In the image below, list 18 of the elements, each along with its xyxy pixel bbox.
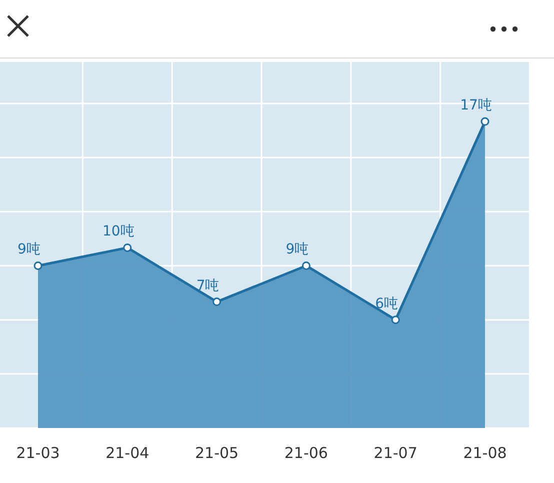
point	[212, 298, 222, 306]
x-tick-label: 21-06	[284, 444, 328, 462]
point	[34, 261, 42, 270]
x-tick-label: 21-03	[16, 444, 60, 462]
data-label: 17吨	[460, 98, 492, 114]
data-label: 7吨	[196, 278, 220, 294]
data-label: 9吨	[18, 242, 40, 258]
point	[391, 316, 400, 324]
point	[480, 117, 490, 126]
x-tick-label: 21-08	[463, 444, 507, 462]
data-label: 6吨	[375, 296, 398, 312]
point	[302, 261, 310, 270]
point	[123, 243, 132, 252]
x-tick-label: 21-07	[374, 444, 418, 462]
data-label: 9吨	[286, 242, 309, 258]
x-tick-label: 21-04	[106, 444, 150, 462]
data-label: 10吨	[102, 224, 134, 240]
x-tick-label: 21-05	[195, 444, 239, 462]
